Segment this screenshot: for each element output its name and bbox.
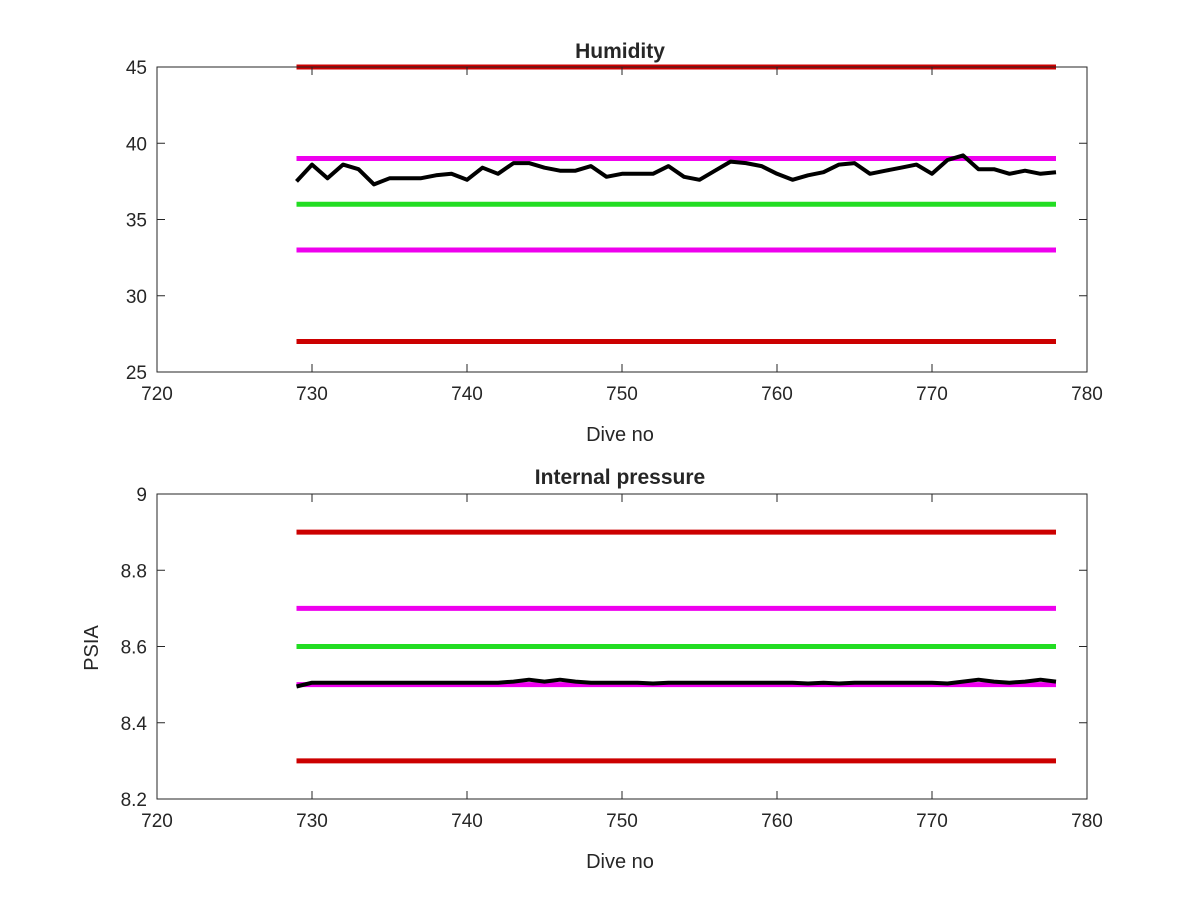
chart-title: Internal pressure	[535, 466, 705, 489]
x-tick-label: 720	[141, 811, 173, 832]
x-tick-label: 730	[296, 384, 328, 405]
x-tick-label: 720	[141, 384, 173, 405]
y-tick-label: 25	[126, 363, 147, 384]
y-tick-label: 9	[136, 485, 147, 506]
data-series-line	[296, 677, 1057, 689]
reference-lines	[296, 64, 1056, 344]
y-tick-label: 8.2	[121, 790, 147, 811]
y-tick-label: 40	[126, 134, 147, 155]
x-tick-label: 750	[606, 811, 638, 832]
y-tick-label: 45	[126, 58, 147, 79]
y-tick-label: 8.4	[121, 714, 148, 735]
humidity-chart: Humidity 720 730 740 750 760 770 780 25 30 35 40 45…	[126, 40, 1103, 446]
x-tick-label: 770	[916, 811, 948, 832]
internal-pressure-chart: Internal pressure 720 730 740 750 760 770 780 8…	[81, 466, 1103, 873]
data-series-line	[295, 153, 1057, 187]
chart-title: Humidity	[575, 40, 665, 63]
y-tick-label: 8.8	[121, 561, 147, 582]
tick-group: 720 730 740 750 760 770 780 8.2 8.4 8.6 8.8 9	[121, 485, 1103, 832]
y-tick-label: 30	[126, 287, 147, 308]
axes-frame	[156, 66, 1088, 373]
x-tick-label: 730	[296, 811, 328, 832]
series-lines	[295, 153, 1057, 187]
x-axis-label: Dive no	[586, 851, 654, 873]
y-axis-label: PSIA	[81, 625, 103, 671]
y-tick-label: 35	[126, 211, 147, 232]
x-axis-label: Dive no	[586, 424, 654, 446]
x-tick-label: 760	[761, 384, 793, 405]
x-tick-label: 740	[451, 811, 483, 832]
x-tick-label: 740	[451, 384, 483, 405]
x-tick-label: 760	[761, 811, 793, 832]
x-tick-label: 780	[1071, 384, 1103, 405]
reference-lines	[296, 529, 1056, 764]
x-tick-label: 750	[606, 384, 638, 405]
series-lines	[296, 677, 1057, 689]
x-tick-label: 770	[916, 384, 948, 405]
y-tick-label: 8.6	[121, 638, 147, 659]
tick-group: 720 730 740 750 760 770 780 25 30 35 40 45	[126, 58, 1103, 405]
x-tick-label: 780	[1071, 811, 1103, 832]
